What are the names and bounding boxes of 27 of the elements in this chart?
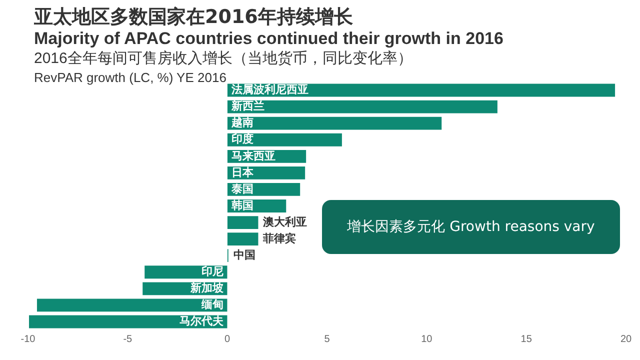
y-tick-label: 新加坡 xyxy=(189,282,224,295)
y-tick-label: 泰国 xyxy=(230,182,254,196)
y-tick-label: 菲律宾 xyxy=(262,232,296,245)
x-tick-label: -5 xyxy=(123,334,133,345)
y-tick-label: 中国 xyxy=(233,248,256,262)
y-tick-label: 法属波利尼西亚 xyxy=(230,83,308,96)
y-tick-label: 澳大利亚 xyxy=(262,215,308,228)
y-tick-label: 日本 xyxy=(231,166,254,179)
y-tick-label: 缅甸 xyxy=(200,298,224,312)
text: 2016全年每间可售房收入增长（当地货币，同比变化率） xyxy=(34,49,414,68)
y-tick-label: 马来西亚 xyxy=(231,149,276,162)
x-tick-label: 20 xyxy=(620,334,632,345)
chart-subtitle: Majority of APAC countries continued their growth in 2016 xyxy=(34,28,504,49)
x-tick-label: -10 xyxy=(20,334,36,345)
y-tick-label: 新西兰 xyxy=(230,100,264,113)
text-box: 增长因素多元化 Growth reasons vary xyxy=(322,200,620,254)
chart-title: 亚太地区多数国家在2016年持续增长 xyxy=(34,6,354,28)
y-tick-label: 越南 xyxy=(230,116,254,130)
y-tick-label: 韩国 xyxy=(230,198,254,212)
x-tick-label: 5 xyxy=(324,334,330,345)
x-tick-label: 10 xyxy=(421,334,433,345)
annotation: RevPAR growth (LC, %) YE 2016 xyxy=(34,70,226,85)
x-tick-label: 15 xyxy=(520,334,532,345)
x-tick-label: 0 xyxy=(224,334,231,345)
y-tick-label: 马尔代夫 xyxy=(179,314,224,328)
y-tick-label: 印尼 xyxy=(201,264,224,278)
y-tick-label: 印度 xyxy=(231,132,254,146)
